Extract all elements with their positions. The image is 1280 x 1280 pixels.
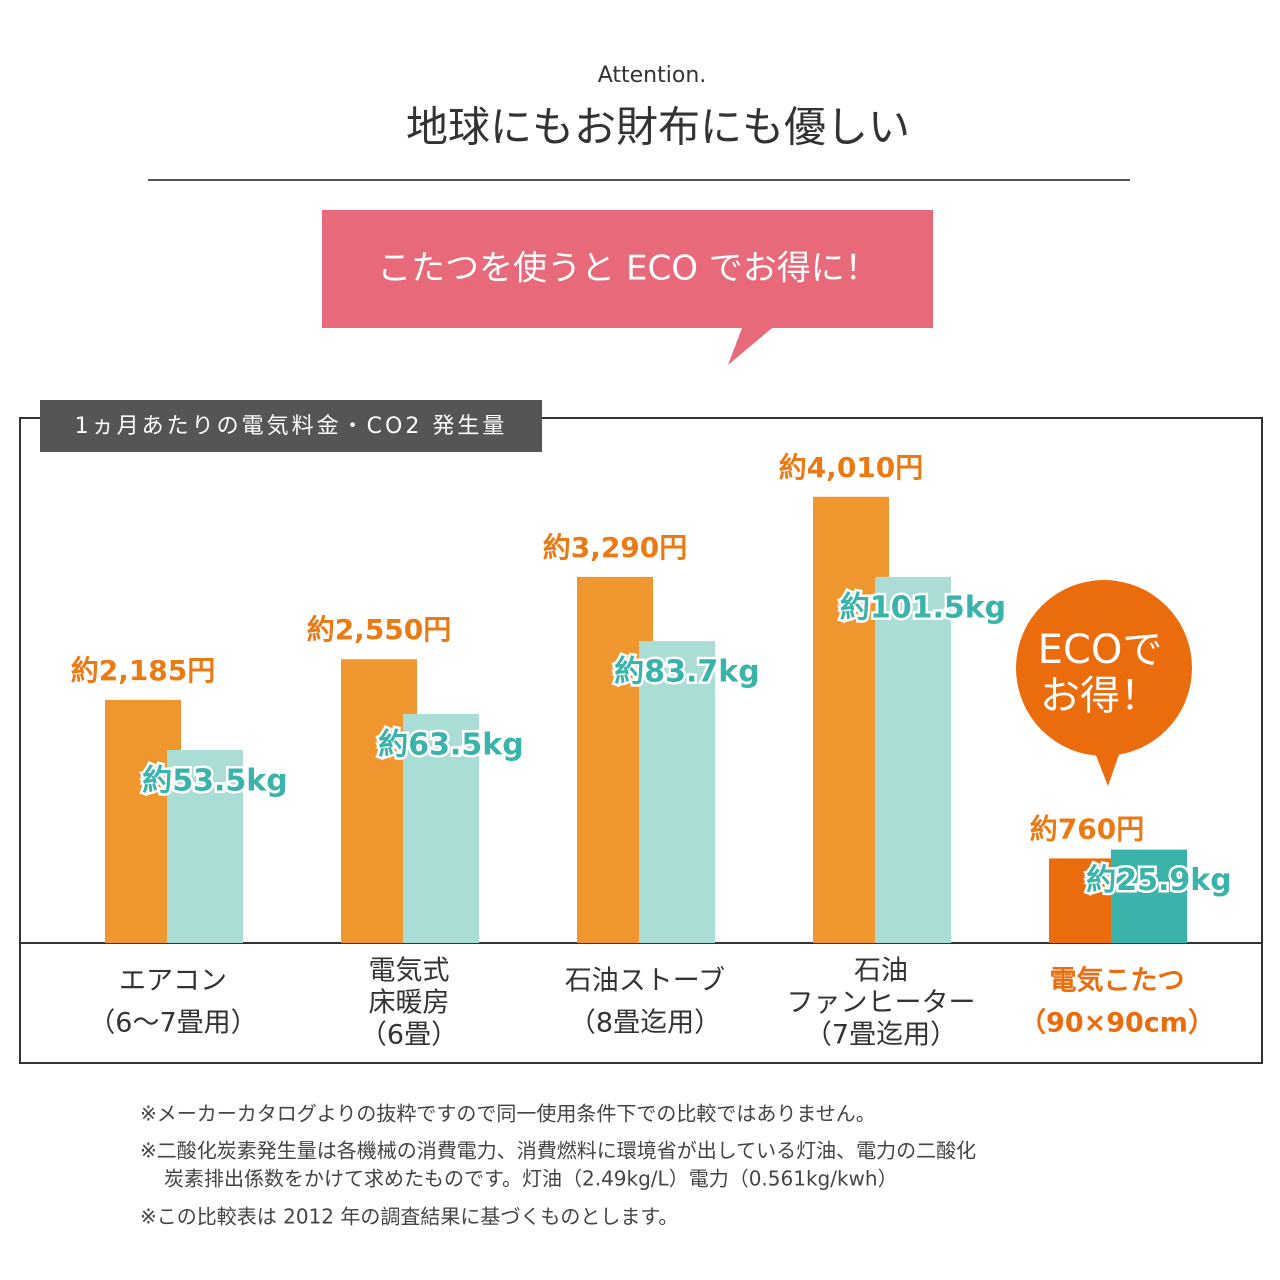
x-tick-label: （6畳） [360, 1020, 458, 1051]
note: ※メーカーカタログよりの抜粋ですので同一使用条件下での比較ではありません。 [140, 1102, 876, 1126]
banner-box [322, 210, 933, 365]
bar [167, 750, 243, 943]
kicker: Attention. [598, 63, 707, 88]
x-tick-label: 床暖房 [369, 988, 450, 1019]
bubble-text: ECOで [1038, 627, 1163, 673]
banner-text: こたつを使うと ECO でお得に！ [377, 249, 879, 289]
note: ※二酸化炭素発生量は各機械の消費電力、消費燃料に環境省が出している灯油、電力の二… [140, 1139, 976, 1163]
x-tick-label: 電気式 [369, 956, 450, 987]
bubble-text: お得！ [1040, 673, 1160, 719]
bar [639, 641, 715, 943]
x-tick-label: 電気こたつ [1050, 965, 1185, 997]
title: 地球にもお財布にも優しい [406, 103, 910, 152]
bubble [1016, 580, 1192, 756]
value-label: 約2,185円 [71, 654, 216, 687]
panel-label-box [40, 400, 542, 452]
x-tick-label: ファンヒーター [787, 988, 976, 1019]
x-tick-label: （90×90cm） [1019, 1008, 1215, 1039]
value-label: 約2,550円 [307, 613, 452, 646]
value-label: 約101.5kg [840, 590, 1006, 625]
note: ※この比較表は 2012 年の調査結果に基づくものとします。 [140, 1205, 678, 1229]
x-tick-label: 石油 [854, 956, 908, 987]
bar [1111, 849, 1187, 943]
value-label: 約3,290円 [543, 531, 688, 564]
panel [19, 417, 1263, 1064]
panel-label: 1ヵ月あたりの電気料金・CO2 発生量 [75, 414, 508, 439]
bar [403, 713, 479, 943]
value-label: 約25.9kg [1086, 863, 1231, 898]
notes: ※メーカーカタログよりの抜粋ですので同一使用条件下での比較ではありません。 ※二酸… [140, 1102, 976, 1229]
value-label: 約53.5kg [142, 764, 287, 799]
x-tick-label: エアコン [119, 966, 227, 997]
x-tick-label: （7畳迄用） [805, 1020, 957, 1051]
x-tick-label: （8畳迄用） [569, 1008, 721, 1039]
note: 炭素排出係数をかけて求めたものです。灯油（2.49kg/L）電力（0.561kg… [164, 1167, 898, 1191]
bar [875, 576, 951, 943]
x-tick-label: 石油ストーブ [565, 966, 725, 997]
value-label: 約83.7kg [614, 655, 759, 690]
value-label: 約4,010円 [779, 451, 924, 484]
x-tick-label: （6〜7畳用） [88, 1008, 257, 1039]
value-label: 約63.5kg [378, 727, 523, 762]
value-label: 約760円 [1030, 812, 1144, 845]
